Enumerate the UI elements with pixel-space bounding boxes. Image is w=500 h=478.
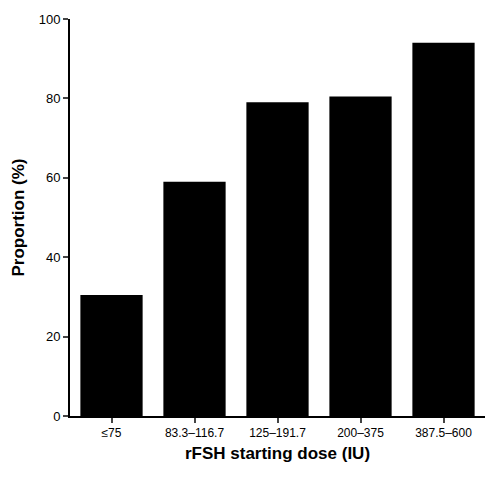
svg-text:125–191.7: 125–191.7 [249,426,306,440]
svg-text:60: 60 [46,170,60,185]
svg-text:387.5–600: 387.5–600 [415,426,472,440]
svg-text:0: 0 [53,409,60,424]
svg-text:Proportion (%): Proportion (%) [9,158,28,276]
svg-text:80: 80 [46,91,60,106]
svg-text:≤75: ≤75 [102,426,122,440]
svg-text:200–375: 200–375 [337,426,384,440]
svg-text:83.3–116.7: 83.3–116.7 [165,426,224,440]
svg-text:rFSH starting dose (IU): rFSH starting dose (IU) [185,444,370,463]
svg-text:100: 100 [39,12,61,27]
svg-text:40: 40 [46,250,60,265]
svg-text:20: 20 [46,329,60,344]
